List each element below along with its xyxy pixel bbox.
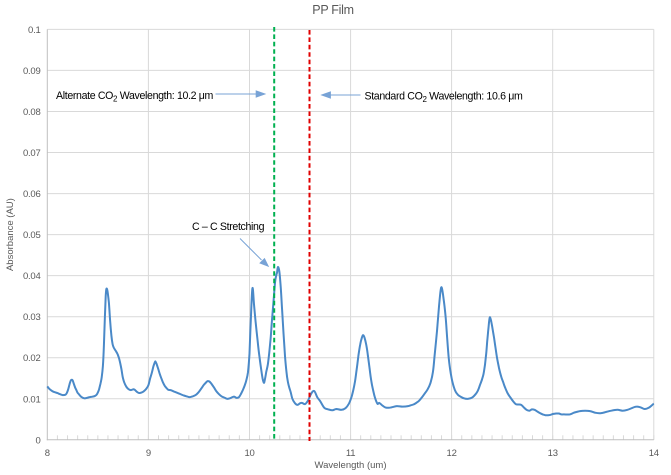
svg-text:0.1: 0.1 [28, 25, 40, 36]
svg-text:0.03: 0.03 [23, 312, 41, 323]
svg-text:Alternate CO2 Wavelength: 10.2: Alternate CO2 Wavelength: 10.2 μm [56, 90, 214, 104]
svg-text:11: 11 [346, 448, 355, 459]
svg-text:0.02: 0.02 [23, 353, 41, 364]
svg-text:0.05: 0.05 [23, 230, 41, 241]
svg-text:Wavelength (um): Wavelength (um) [315, 460, 387, 471]
svg-text:0.09: 0.09 [23, 66, 41, 77]
svg-text:14: 14 [649, 448, 659, 459]
svg-text:0.08: 0.08 [23, 107, 41, 118]
svg-text:C – C Stretching: C – C Stretching [192, 221, 265, 233]
svg-text:PP Film: PP Film [312, 3, 353, 17]
svg-text:Absorbance (AU): Absorbance (AU) [5, 198, 16, 271]
svg-text:0.06: 0.06 [23, 189, 41, 200]
svg-text:Standard CO2 Wavelength: 10.6: Standard CO2 Wavelength: 10.6 μm [365, 91, 523, 105]
svg-text:0.07: 0.07 [23, 148, 41, 159]
svg-text:8: 8 [45, 448, 50, 459]
svg-text:0.01: 0.01 [23, 394, 41, 405]
svg-text:0: 0 [35, 435, 40, 446]
svg-text:12: 12 [447, 448, 457, 459]
svg-text:10: 10 [244, 448, 254, 459]
svg-text:0.04: 0.04 [23, 271, 41, 282]
svg-text:9: 9 [146, 448, 151, 459]
svg-text:13: 13 [548, 448, 558, 459]
